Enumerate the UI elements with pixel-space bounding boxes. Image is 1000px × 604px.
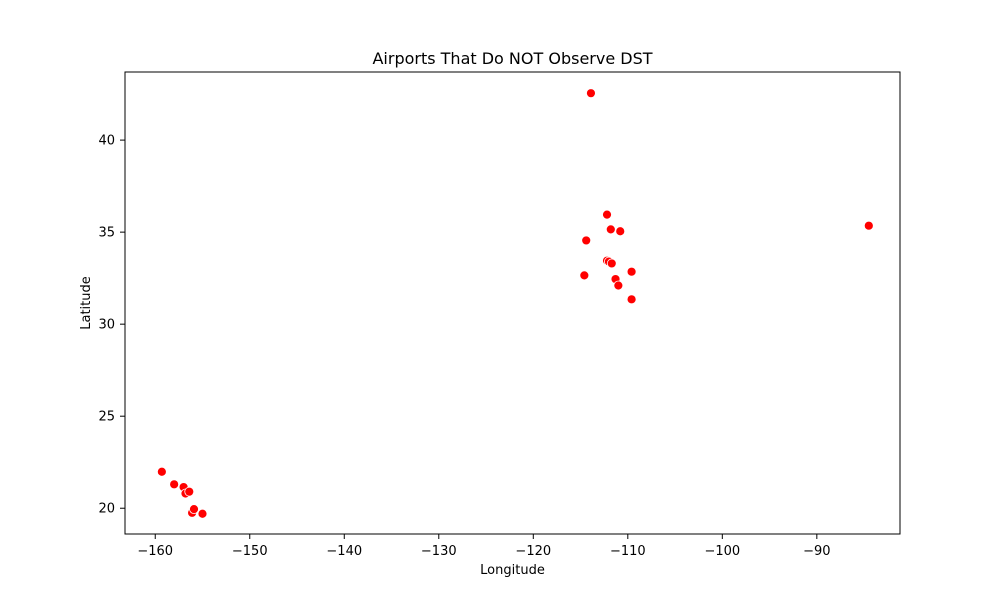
x-tick-label: −160 [137, 544, 173, 559]
x-tick-label: −130 [421, 544, 457, 559]
airport-point-11 [615, 226, 626, 237]
airport-point-6 [189, 504, 199, 515]
x-tick-label: −120 [515, 544, 551, 559]
airport-point-19 [613, 280, 624, 291]
x-tick-label: −90 [803, 544, 830, 559]
x-axis-ticks: −160 −150 −140 −130 −120 −110 −100 −90 [137, 534, 831, 559]
airport-point-15 [606, 258, 617, 269]
y-tick-label: 20 [98, 502, 115, 517]
airport-point-0 [156, 466, 167, 477]
y-axis-ticks: 20 25 30 35 40 [98, 134, 125, 517]
airport-point-10 [605, 224, 616, 235]
airport-point-20 [626, 294, 637, 305]
airport-point-4 [184, 486, 195, 497]
airport-point-9 [602, 209, 612, 220]
airport-point-12 [581, 235, 592, 246]
plot-area-frame [124, 71, 901, 535]
airport-point-21 [863, 220, 874, 231]
chart-title: Airports That Do NOT Observe DST [372, 49, 652, 68]
airport-point-17 [626, 266, 637, 277]
y-tick-label: 40 [98, 134, 115, 149]
airport-point-8 [586, 88, 596, 99]
data-points [156, 88, 874, 519]
airport-point-7 [197, 508, 208, 519]
airport-point-16 [579, 270, 590, 281]
x-tick-label: −100 [704, 544, 740, 559]
x-tick-label: −150 [232, 544, 268, 559]
y-tick-label: 35 [98, 226, 115, 241]
y-tick-label: 30 [98, 318, 115, 333]
x-axis-label: Longitude [480, 563, 545, 578]
x-tick-label: −140 [326, 544, 362, 559]
y-tick-label: 25 [98, 410, 115, 425]
x-tick-label: −110 [610, 544, 646, 559]
y-axis-label: Latitude [79, 276, 94, 330]
airport-point-1 [169, 479, 180, 490]
